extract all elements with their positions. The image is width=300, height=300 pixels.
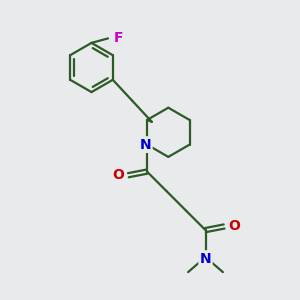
Text: F: F [113,32,123,45]
Text: N: N [140,138,151,152]
Text: O: O [112,168,124,182]
Text: O: O [229,220,241,233]
Text: N: N [200,252,211,266]
